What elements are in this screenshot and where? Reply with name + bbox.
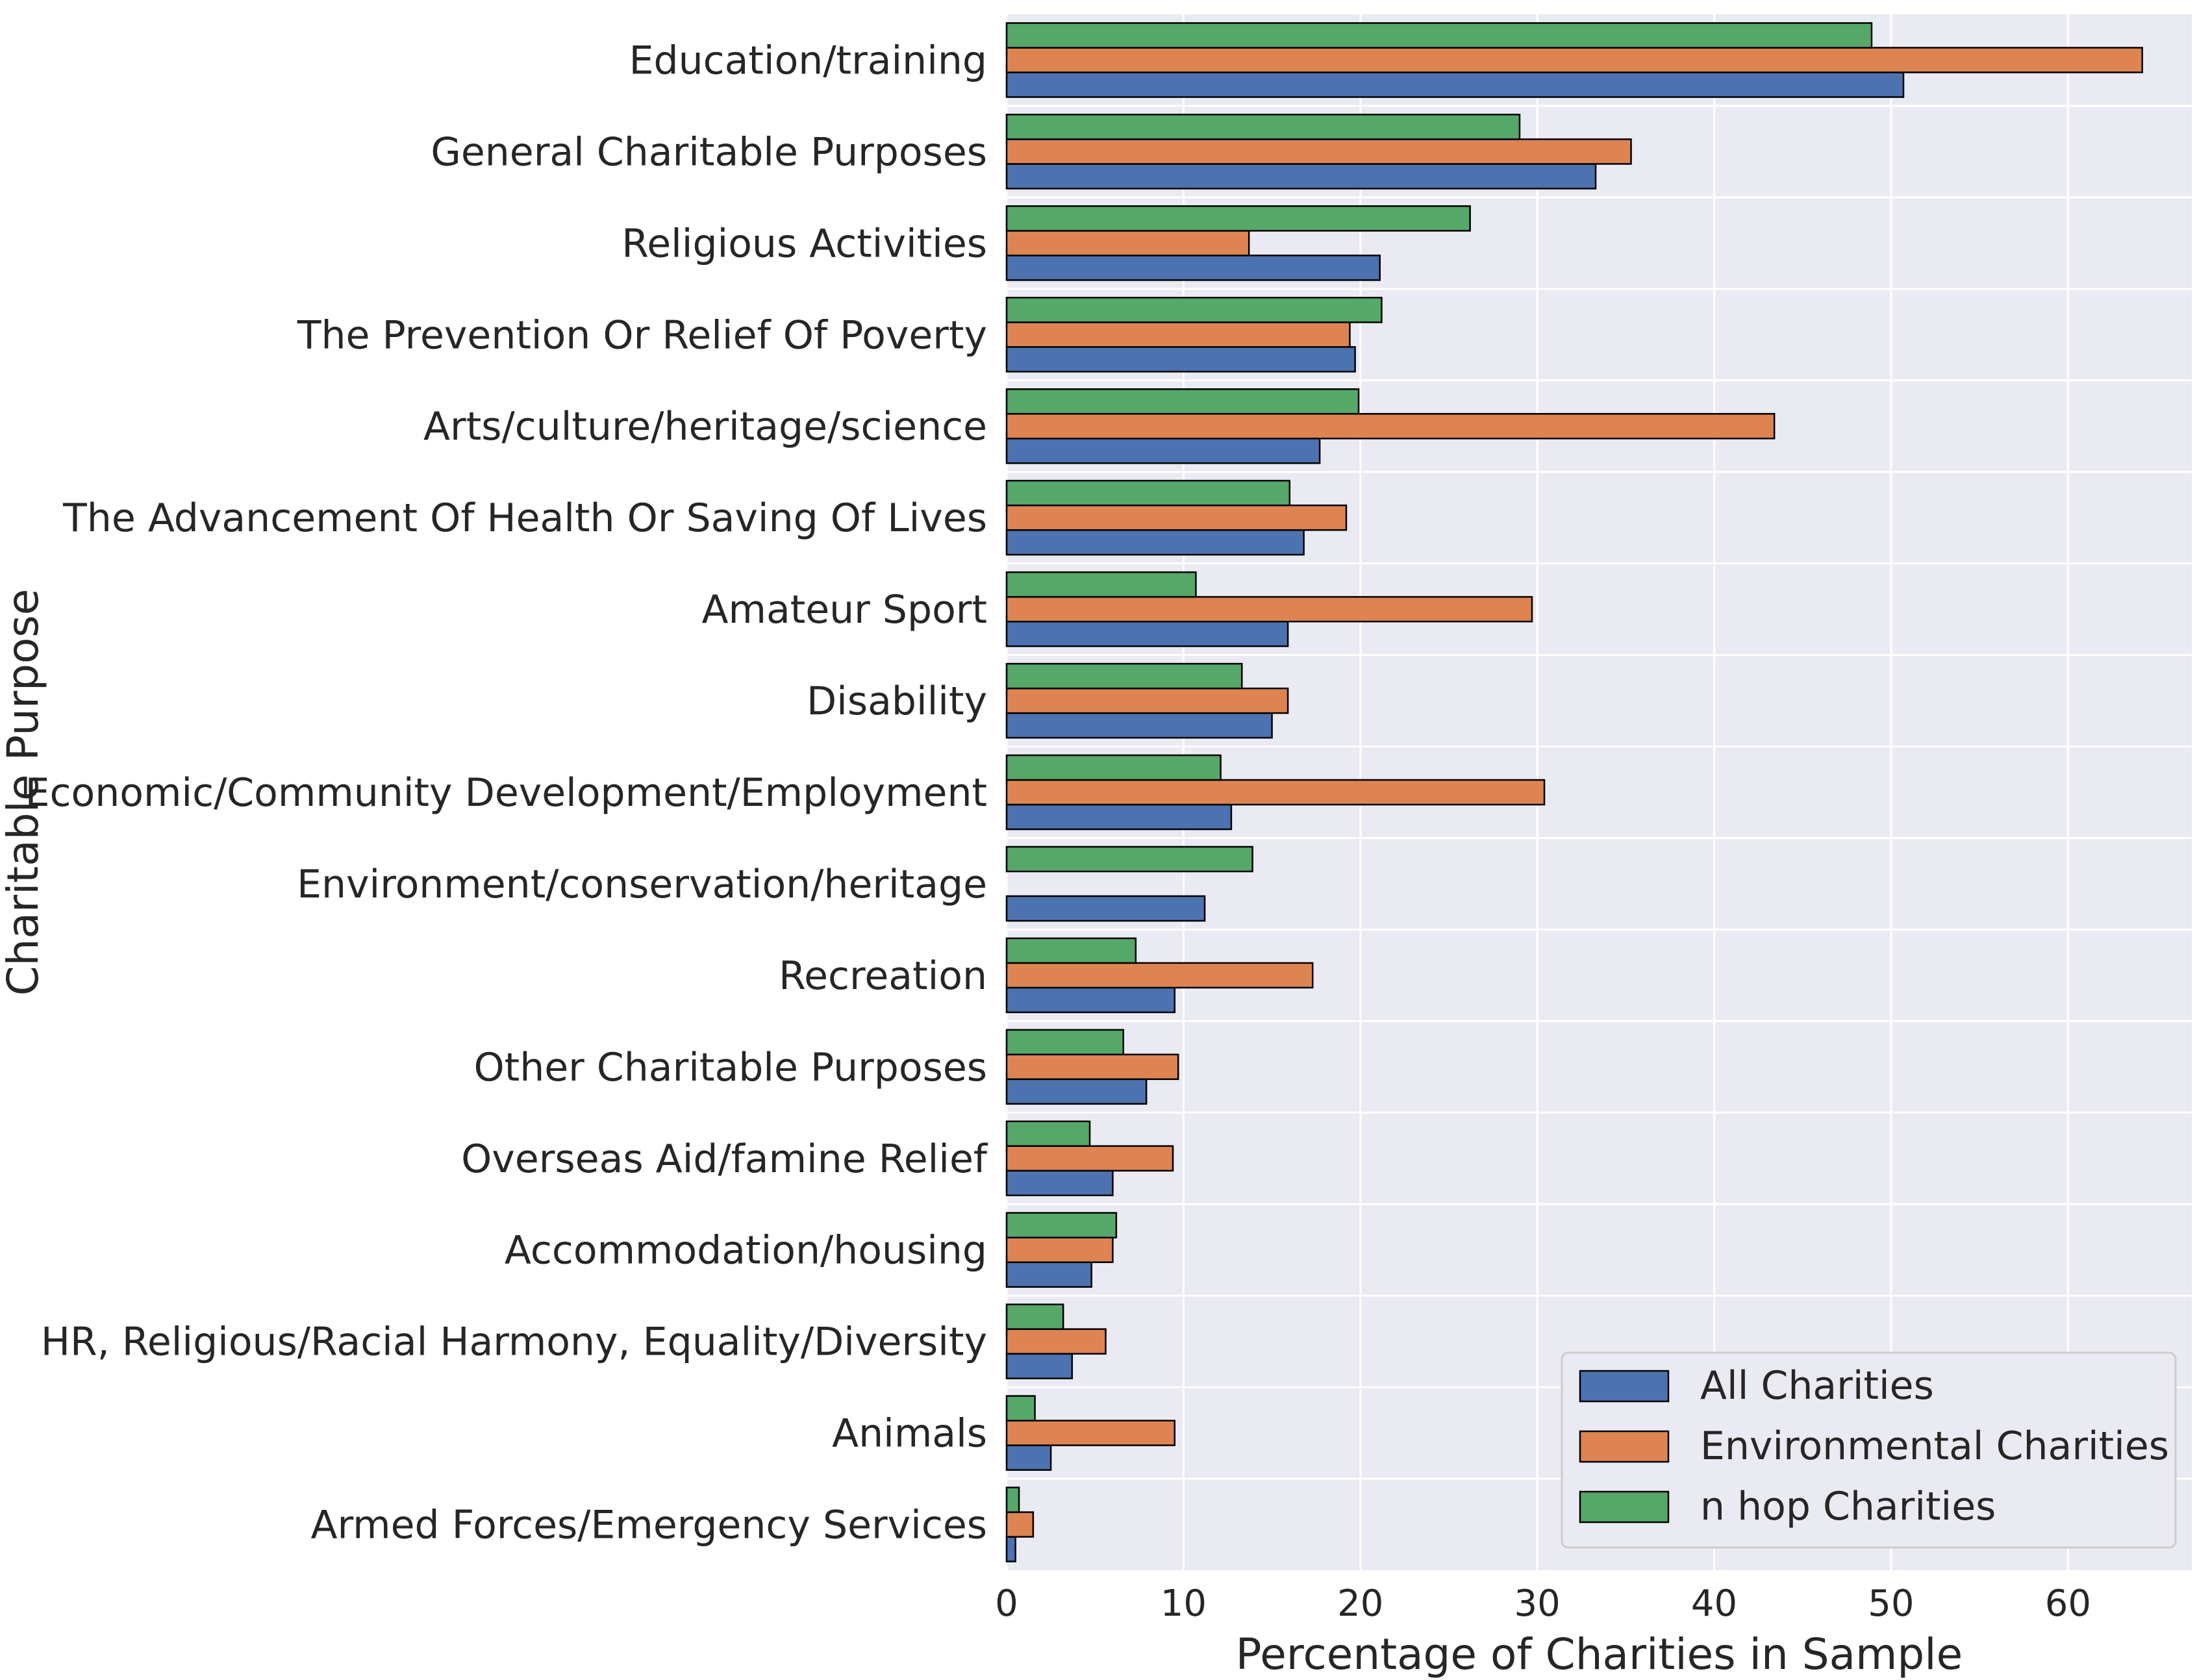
bars bbox=[1005, 22, 2143, 1562]
bar-all-charities bbox=[1005, 1444, 1052, 1471]
category-label: Environment/conservation/heritage bbox=[297, 862, 987, 907]
category-label: Education/training bbox=[629, 38, 987, 83]
category-labels: Education/training General Charitable Pur… bbox=[25, 38, 988, 1548]
category-label: Religious Activities bbox=[621, 221, 987, 266]
bar-all-charities bbox=[1005, 1261, 1092, 1288]
legend-box bbox=[1561, 1351, 2177, 1549]
bar-all-charities bbox=[1005, 803, 1233, 831]
legend-label: Environmental Charities bbox=[1700, 1423, 2169, 1469]
bar-all-charities bbox=[1005, 1078, 1148, 1105]
bar-n-hop-charities bbox=[1005, 1486, 1020, 1513]
x-tick-label: 0 bbox=[995, 1583, 1018, 1625]
bar-environmental-charities bbox=[1005, 47, 2143, 73]
x-tick-label: 20 bbox=[1337, 1583, 1383, 1625]
bar-environmental-charities bbox=[1005, 412, 1776, 440]
category-label: Economic/Community Development/Employmen… bbox=[25, 770, 987, 816]
x-tick-label: 50 bbox=[1868, 1583, 1914, 1625]
bar-environmental-charities bbox=[1005, 1420, 1176, 1446]
bar-n-hop-charities bbox=[1005, 388, 1360, 415]
category-label: Arts/culture/heritage/science bbox=[423, 404, 987, 449]
category-label: Armed Forces/Emergency Services bbox=[311, 1503, 987, 1548]
bar-all-charities bbox=[1005, 1353, 1073, 1379]
bar-n-hop-charities bbox=[1005, 1120, 1091, 1147]
legend-swatch bbox=[1579, 1370, 1670, 1403]
bar-environmental-charities bbox=[1005, 504, 1348, 531]
category-label: HR, Religious/Racial Harmony, Equality/D… bbox=[41, 1320, 987, 1365]
x-tick-labels: 0 10 20 30 40 50 60 bbox=[995, 1583, 2091, 1625]
bar-environmental-charities bbox=[1005, 138, 1632, 165]
y-axis-title: Charitable Purpose bbox=[0, 589, 48, 996]
category-label: Accommodation/housing bbox=[505, 1228, 987, 1273]
bar-environmental-charities bbox=[1005, 1328, 1107, 1355]
category-label: Other Charitable Purposes bbox=[473, 1045, 987, 1090]
bar-n-hop-charities bbox=[1005, 479, 1291, 507]
bar-all-charities bbox=[1005, 895, 1206, 922]
bar-all-charities bbox=[1005, 620, 1289, 647]
bar-environmental-charities bbox=[1005, 1145, 1174, 1172]
category-label: Animals bbox=[832, 1411, 987, 1457]
bar-environmental-charities bbox=[1005, 1236, 1114, 1263]
category-label: Recreation bbox=[779, 953, 987, 999]
legend-swatch bbox=[1579, 1430, 1670, 1463]
bar-environmental-charities bbox=[1005, 1511, 1035, 1538]
legend-label: All Charities bbox=[1700, 1363, 1934, 1409]
x-tick-label: 10 bbox=[1161, 1583, 1207, 1625]
bar-environmental-charities bbox=[1005, 321, 1351, 348]
bar-n-hop-charities bbox=[1005, 1303, 1064, 1330]
bar-n-hop-charities bbox=[1005, 1212, 1118, 1238]
x-tick-label: 40 bbox=[1691, 1583, 1737, 1625]
category-label: General Charitable Purposes bbox=[431, 129, 987, 175]
bar-n-hop-charities bbox=[1005, 22, 1873, 49]
category-label: Disability bbox=[807, 679, 987, 724]
x-tick-label: 60 bbox=[2045, 1583, 2091, 1625]
bar-all-charities bbox=[1005, 71, 1905, 98]
category-label: The Prevention Or Relief Of Poverty bbox=[297, 312, 987, 358]
bar-all-charities bbox=[1005, 255, 1381, 281]
category-label: Overseas Aid/famine Relief bbox=[461, 1136, 988, 1182]
bar-environmental-charities bbox=[1005, 230, 1250, 257]
bar-n-hop-charities bbox=[1005, 571, 1197, 598]
bar-all-charities bbox=[1005, 712, 1273, 739]
bar-all-charities bbox=[1005, 986, 1176, 1014]
bar-all-charities bbox=[1005, 346, 1356, 373]
bar-n-hop-charities bbox=[1005, 114, 1521, 140]
legend-swatch bbox=[1579, 1490, 1670, 1523]
bar-environmental-charities bbox=[1005, 962, 1314, 989]
bar-n-hop-charities bbox=[1005, 205, 1471, 232]
bar-n-hop-charities bbox=[1005, 297, 1383, 323]
bar-n-hop-charities bbox=[1005, 1395, 1036, 1422]
bar-environmental-charities bbox=[1005, 1053, 1179, 1081]
legend-label: n hop Charities bbox=[1700, 1484, 1996, 1529]
x-axis-title: Percentage of Charities in Sample bbox=[1236, 1629, 1963, 1679]
bar-all-charities bbox=[1005, 1170, 1114, 1197]
bar-environmental-charities bbox=[1005, 596, 1533, 623]
bar-n-hop-charities bbox=[1005, 754, 1222, 781]
legend: All Charities Environmental Charities n ho… bbox=[1561, 1351, 2177, 1549]
bar-n-hop-charities bbox=[1005, 662, 1243, 690]
bar-n-hop-charities bbox=[1005, 937, 1137, 964]
bar-n-hop-charities bbox=[1005, 1029, 1125, 1056]
bar-environmental-charities bbox=[1005, 687, 1289, 714]
category-label: Amateur Sport bbox=[701, 587, 987, 633]
bar-all-charities bbox=[1005, 163, 1597, 190]
bar-environmental-charities bbox=[1005, 779, 1546, 806]
category-label: The Advancement Of Health Or Saving Of L… bbox=[62, 495, 987, 541]
bar-all-charities bbox=[1005, 529, 1305, 556]
bar-n-hop-charities bbox=[1005, 846, 1253, 873]
x-tick-label: 30 bbox=[1514, 1583, 1561, 1625]
bar-all-charities bbox=[1005, 1536, 1016, 1562]
bar-all-charities bbox=[1005, 437, 1321, 464]
